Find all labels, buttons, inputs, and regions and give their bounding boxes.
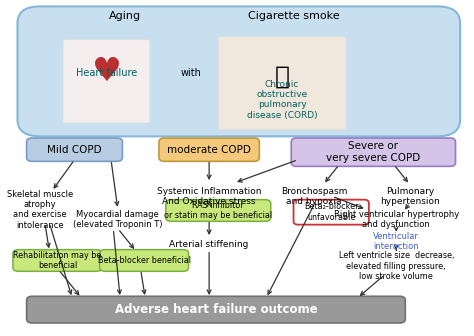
Text: Pulmonary
hypertension: Pulmonary hypertension: [380, 186, 440, 206]
Text: Arterial stiffening: Arterial stiffening: [169, 240, 249, 249]
Text: Skeletal muscle
atrophy
and exercise
intolerance: Skeletal muscle atrophy and exercise int…: [7, 190, 73, 230]
FancyBboxPatch shape: [27, 296, 405, 323]
FancyBboxPatch shape: [63, 40, 150, 123]
Text: Chronic
obstructive
pulmonary
disease (CORD): Chronic obstructive pulmonary disease (C…: [247, 80, 318, 120]
Text: Left ventricle size  decrease,
elevated filling pressure,
low stroke volume: Left ventricle size decrease, elevated f…: [338, 251, 454, 281]
Text: moderate COPD: moderate COPD: [167, 145, 251, 155]
Text: Beta-blocker beneficial: Beta-blocker beneficial: [98, 256, 191, 265]
FancyBboxPatch shape: [166, 200, 271, 221]
Text: Aging: Aging: [109, 11, 141, 22]
FancyBboxPatch shape: [159, 138, 259, 161]
FancyBboxPatch shape: [293, 200, 369, 225]
Text: RAS inhibitor
or statin may be beneficial: RAS inhibitor or statin may be beneficia…: [164, 201, 272, 220]
Text: Cigarette smoke: Cigarette smoke: [248, 11, 339, 22]
Text: ♥: ♥: [91, 55, 121, 88]
Text: with: with: [181, 68, 201, 78]
Text: Heart failure: Heart failure: [76, 68, 137, 78]
FancyBboxPatch shape: [218, 36, 346, 130]
Text: Myocardial damage
(elevated Troponin T): Myocardial damage (elevated Troponin T): [73, 210, 163, 229]
FancyBboxPatch shape: [27, 138, 122, 161]
Text: Rehabilitation may be
beneficial: Rehabilitation may be beneficial: [13, 251, 101, 270]
Text: Right ventricular hypertrophy
and dysfunction: Right ventricular hypertrophy and dysfun…: [334, 210, 459, 229]
FancyBboxPatch shape: [13, 250, 102, 271]
Text: Ventricular
interaction: Ventricular interaction: [373, 232, 419, 251]
Text: Bronchospasm
and hypoxia: Bronchospasm and hypoxia: [281, 186, 347, 206]
Text: Severe or
very severe COPD: Severe or very severe COPD: [326, 141, 420, 163]
FancyBboxPatch shape: [100, 250, 189, 271]
Text: 🫁: 🫁: [274, 65, 290, 88]
Text: Beta₂-blocker
unfavorable: Beta₂-blocker unfavorable: [304, 203, 358, 222]
Text: Systemic Inflammation
And Oxidative stress: Systemic Inflammation And Oxidative stre…: [157, 186, 261, 206]
Text: Mild COPD: Mild COPD: [47, 145, 102, 155]
Text: Adverse heart failure outcome: Adverse heart failure outcome: [115, 303, 317, 316]
FancyBboxPatch shape: [291, 138, 456, 166]
FancyBboxPatch shape: [18, 6, 460, 136]
